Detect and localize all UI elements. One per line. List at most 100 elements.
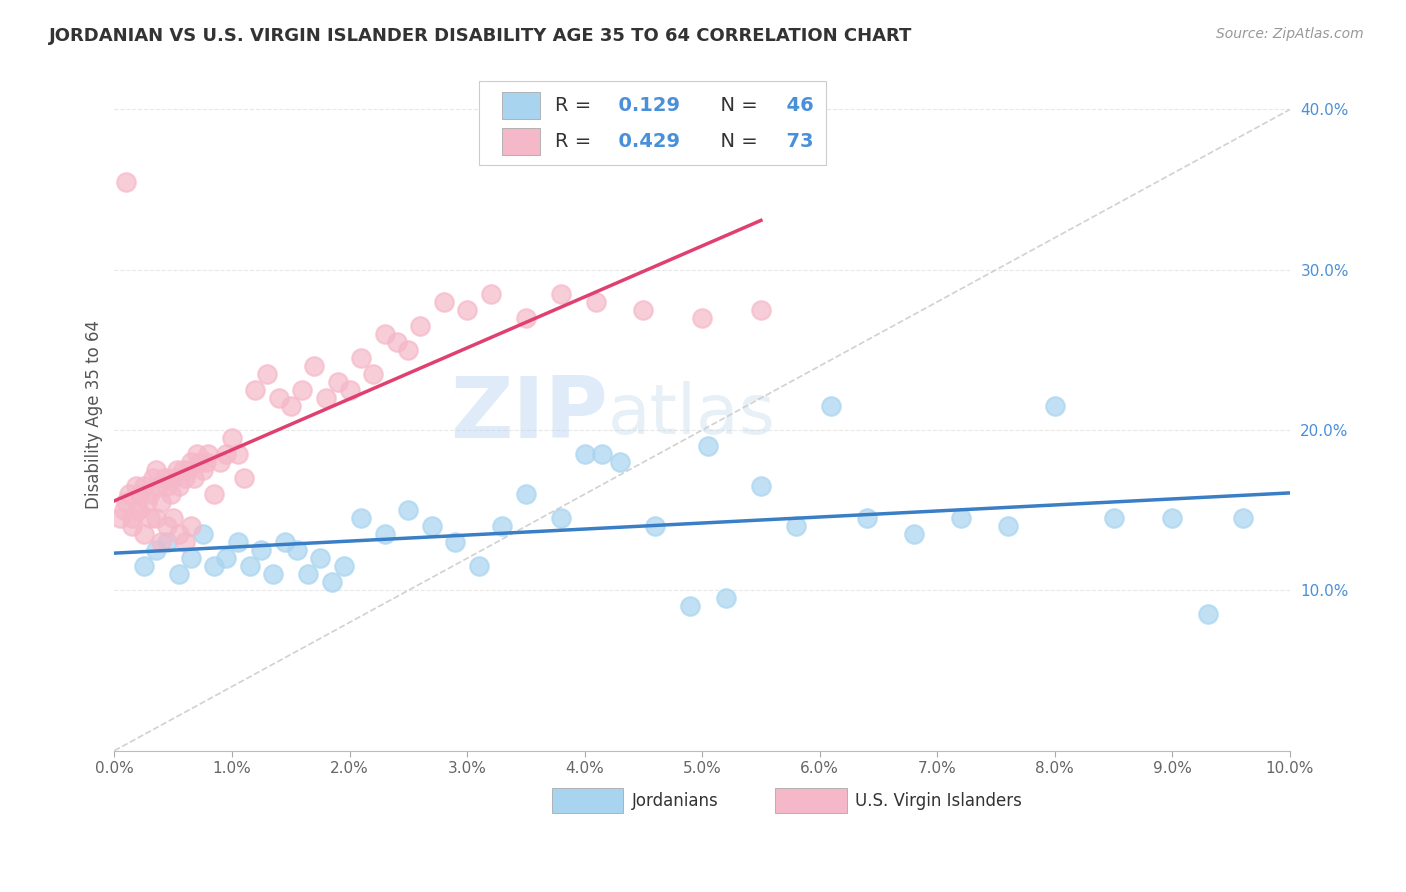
Point [245,383,267,397]
Point [409,318,432,333]
Point [186,447,208,461]
Point [644,519,666,533]
Text: JORDANIAN VS U.S. VIRGIN ISLANDER DISABILITY AGE 35 TO 64 CORRELATION CHART: JORDANIAN VS U.S. VIRGIN ISLANDER DISABI… [49,27,912,45]
Point [132,479,155,493]
Point [117,487,139,501]
Point [142,471,165,485]
Point [110,511,132,525]
Point [350,351,373,365]
Point [456,302,478,317]
Point [749,479,772,493]
Point [215,447,238,461]
Point [180,519,202,533]
Point [177,463,200,477]
Point [145,511,167,525]
Point [550,286,572,301]
Point [174,535,197,549]
Point [690,310,713,325]
Point [138,511,160,525]
Text: N =: N = [709,96,763,115]
Point [714,591,737,606]
Text: Jordanians: Jordanians [631,791,718,810]
Point [291,383,314,397]
Point [432,294,454,309]
Point [1197,607,1219,622]
Text: U.S. Virgin Islanders: U.S. Virgin Islanders [855,791,1022,810]
Point [180,455,202,469]
Point [209,455,232,469]
Point [132,559,155,574]
Point [129,487,152,501]
Point [609,455,631,469]
Point [479,286,502,301]
Text: 73: 73 [773,132,813,151]
Point [195,455,218,469]
FancyBboxPatch shape [551,788,623,814]
Point [997,519,1019,533]
Point [1102,511,1125,525]
Point [1232,511,1254,525]
Point [374,527,396,541]
Point [138,487,160,501]
Point [215,551,238,566]
Point [121,511,143,525]
Point [156,519,179,533]
Point [515,310,537,325]
Point [280,399,302,413]
Y-axis label: Disability Age 35 to 64: Disability Age 35 to 64 [86,319,103,508]
Point [136,495,159,509]
Point [166,463,188,477]
Point [574,447,596,461]
Point [262,567,284,582]
Point [949,511,972,525]
Point [174,471,197,485]
Text: atlas: atlas [609,381,776,448]
Point [350,511,373,525]
Point [250,543,273,558]
Point [515,487,537,501]
Point [127,503,149,517]
Point [145,463,167,477]
Point [396,343,419,357]
Point [202,559,225,574]
FancyBboxPatch shape [479,81,825,165]
Point [468,559,491,574]
Text: 0.129: 0.129 [605,96,679,115]
Point [903,527,925,541]
Point [167,567,190,582]
Point [444,535,467,549]
FancyBboxPatch shape [502,128,540,155]
Point [385,334,408,349]
Point [256,367,278,381]
Point [156,535,179,549]
Text: R =: R = [555,96,598,115]
Point [202,487,225,501]
Point [148,479,170,493]
Point [150,495,173,509]
FancyBboxPatch shape [502,92,540,120]
Point [297,567,319,582]
Point [153,471,176,485]
Point [167,527,190,541]
Point [145,543,167,558]
Point [191,463,214,477]
Point [132,527,155,541]
Point [121,519,143,533]
Point [188,455,211,469]
Point [162,471,184,485]
Point [183,471,205,485]
Point [156,479,179,493]
Point [191,527,214,541]
Text: ZIP: ZIP [450,373,609,456]
Point [1161,511,1184,525]
Point [420,519,443,533]
Point [585,294,607,309]
Point [749,302,772,317]
Point [267,391,290,405]
Point [167,479,190,493]
FancyBboxPatch shape [775,788,846,814]
Point [315,391,337,405]
Text: 0.429: 0.429 [605,132,679,151]
Point [285,543,308,558]
Text: N =: N = [709,132,763,151]
